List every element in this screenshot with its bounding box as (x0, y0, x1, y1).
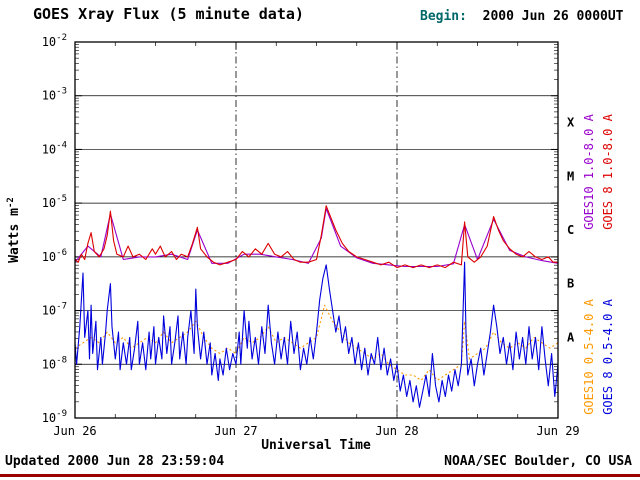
chart-title: GOES Xray Flux (5 minute data) (33, 5, 304, 23)
begin-value: 2000 Jun 26 0000UT (482, 9, 624, 24)
updated-timestamp: Updated 2000 Jun 28 23:59:04 (5, 454, 225, 469)
svg-text:X: X (567, 116, 575, 130)
svg-text:A: A (567, 330, 575, 344)
svg-text:Jun 29: Jun 29 (536, 424, 579, 438)
svg-text:10-8: 10-8 (42, 355, 67, 371)
legend-goes8-long-label: GOES 8 1.0-8.0 A (601, 114, 615, 230)
svg-text:Jun 27: Jun 27 (214, 424, 257, 438)
svg-text:Jun 28: Jun 28 (375, 424, 418, 438)
svg-text:10-6: 10-6 (42, 248, 67, 264)
x-axis-label: Universal Time (261, 438, 371, 453)
svg-text:C: C (567, 223, 574, 237)
legend-goes8-short-label: GOES 8 0.5-4.0 A (601, 299, 615, 415)
credit-text: NOAA/SEC Boulder, CO USA (444, 454, 632, 469)
legend-goes10-long-label: GOES10 1.0-8.0 A (582, 114, 596, 230)
svg-text:M: M (567, 169, 574, 183)
svg-text:10-5: 10-5 (42, 194, 67, 210)
svg-text:10-3: 10-3 (42, 87, 67, 103)
svg-text:10-7: 10-7 (42, 302, 67, 318)
svg-text:10-4: 10-4 (42, 140, 67, 156)
svg-text:10-2: 10-2 (42, 33, 67, 49)
svg-text:B: B (567, 277, 574, 291)
bottom-rule (0, 474, 640, 477)
begin-block: Begin: 2000 Jun 26 0000UT (420, 9, 624, 24)
begin-label: Begin: (420, 9, 467, 24)
svg-text:10-9: 10-9 (42, 409, 67, 425)
legend-goes10-short-label: GOES10 0.5-4.0 A (582, 299, 596, 415)
svg-text:Jun 26: Jun 26 (53, 424, 96, 438)
